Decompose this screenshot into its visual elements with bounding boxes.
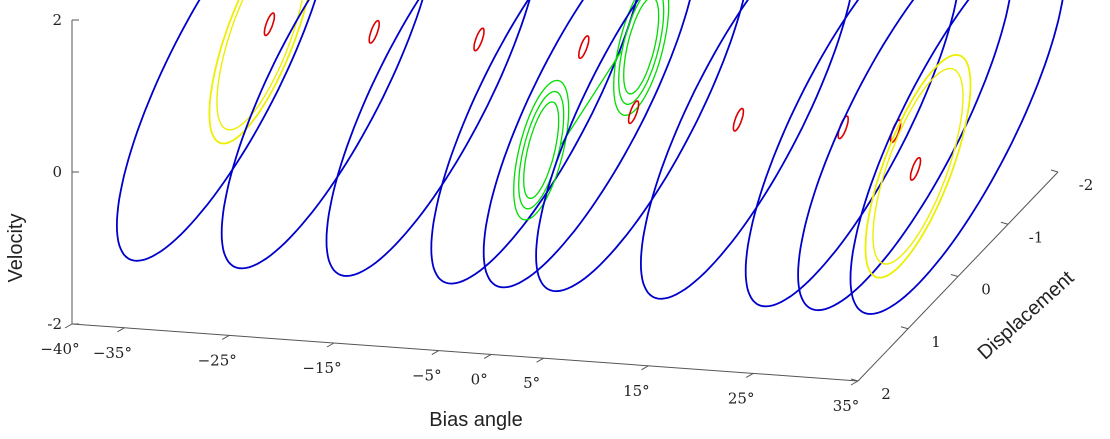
- z-tick-label: -2: [47, 315, 62, 333]
- green-orbit: [623, 0, 660, 95]
- x-tick-mark: [745, 372, 754, 378]
- y-tick-label: 2: [881, 385, 891, 403]
- y-tick-mark: [850, 378, 859, 382]
- x-axis-line: [71, 323, 859, 382]
- y-tick-label: 1: [931, 333, 941, 351]
- outer-limit-cycle: [115, 0, 317, 262]
- green-orbit: [523, 101, 560, 199]
- x-tick-mark: [326, 342, 335, 348]
- outer-limit-cycle: [744, 0, 958, 308]
- x-tick-mark: [483, 353, 492, 359]
- inner-limit-cycle: [368, 19, 381, 44]
- y-tick-mark: [900, 326, 909, 330]
- outer-limit-cycle: [325, 0, 531, 277]
- x-tick-mark: [64, 323, 73, 329]
- outer-limit-cycle: [639, 0, 851, 300]
- inner-limit-cycle: [627, 100, 640, 125]
- x-tick-label: 25°: [728, 389, 755, 407]
- x-tick-label: 0°: [471, 370, 488, 388]
- x-tick-label: −40°: [40, 340, 79, 358]
- green-orbit: [613, 0, 670, 117]
- inner-limit-cycle: [732, 107, 745, 132]
- x-tick-mark: [431, 350, 440, 356]
- x-tick-label: 5°: [523, 374, 540, 392]
- x-axis-label: Bias angle: [429, 409, 522, 431]
- y-tick-label: -1: [1029, 228, 1044, 246]
- outer-limit-cycle: [430, 0, 638, 285]
- orbit-curves-group: [115, 0, 1064, 315]
- x-tick-label: 35°: [833, 397, 860, 415]
- x-tick-mark: [221, 334, 230, 340]
- inner-limit-cycle: [473, 27, 485, 52]
- yellow-orbit-inner: [216, 0, 303, 131]
- y-tick-mark: [1000, 221, 1009, 225]
- outer-limit-cycle: [849, 0, 1064, 315]
- yellow-orbit: [208, 0, 309, 145]
- x-tick-label: −25°: [198, 351, 237, 369]
- x-tick-label: 15°: [623, 382, 650, 400]
- x-tick-mark: [850, 380, 859, 386]
- green-connector: [560, 50, 622, 145]
- outer-limit-cycle: [535, 0, 745, 293]
- y-tick-label: 0: [981, 281, 991, 299]
- inner-limit-cycle: [263, 12, 276, 37]
- z-axis-label: Velocity: [5, 214, 27, 283]
- y-tick-label: -2: [1079, 176, 1094, 194]
- labels-group: Bias angle Displacement Velocity: [5, 214, 1079, 431]
- outer-limit-cycle: [482, 0, 691, 289]
- z-tick-label: 2: [52, 11, 62, 29]
- outer-limit-cycle: [797, 0, 1011, 312]
- outer-limit-cycle: [220, 0, 424, 270]
- x-tick-mark: [641, 365, 649, 371]
- x-tick-label: −5°: [412, 367, 442, 385]
- z-tick-label: 0: [52, 163, 62, 181]
- inner-limit-cycle: [909, 156, 922, 181]
- green-orbit: [518, 90, 565, 210]
- inner-limit-cycle: [577, 35, 590, 60]
- yellow-orbit-inner: [872, 67, 964, 265]
- y-tick-mark: [950, 274, 959, 277]
- x-tick-mark: [536, 357, 544, 363]
- x-tick-label: −35°: [93, 344, 132, 362]
- yellow-orbit: [864, 53, 972, 279]
- x-tick-label: −15°: [302, 359, 341, 377]
- green-orbit: [513, 79, 570, 221]
- x-tick-mark: [117, 327, 125, 333]
- green-orbit: [618, 0, 665, 105]
- axes-group: −40° −35° −25° −15° −5° 0° 5° 15° 25° 35° -2 -1 0 1 2 2…: [40, 11, 1093, 415]
- y-tick-mark: [1050, 169, 1059, 173]
